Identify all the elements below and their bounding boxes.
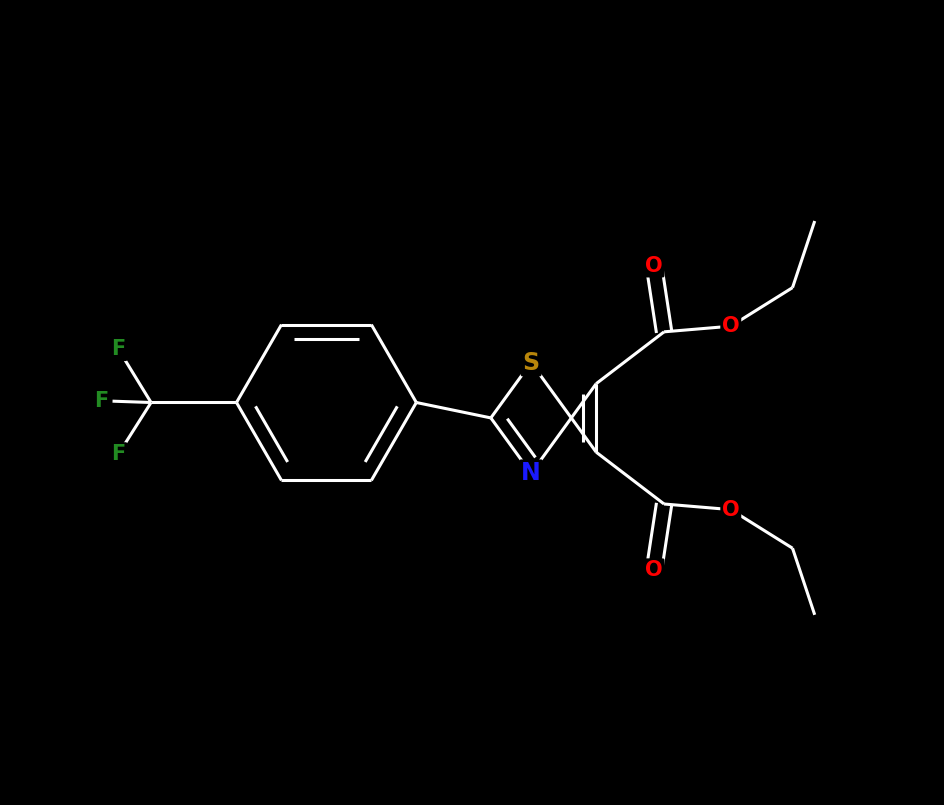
Text: O: O [722,500,739,519]
Text: S: S [523,350,540,374]
Text: F: F [111,340,126,359]
Text: O: O [645,256,663,276]
Text: O: O [645,560,663,580]
Text: F: F [94,390,109,411]
Text: O: O [722,316,739,336]
Text: F: F [111,444,126,464]
Text: N: N [521,461,541,485]
